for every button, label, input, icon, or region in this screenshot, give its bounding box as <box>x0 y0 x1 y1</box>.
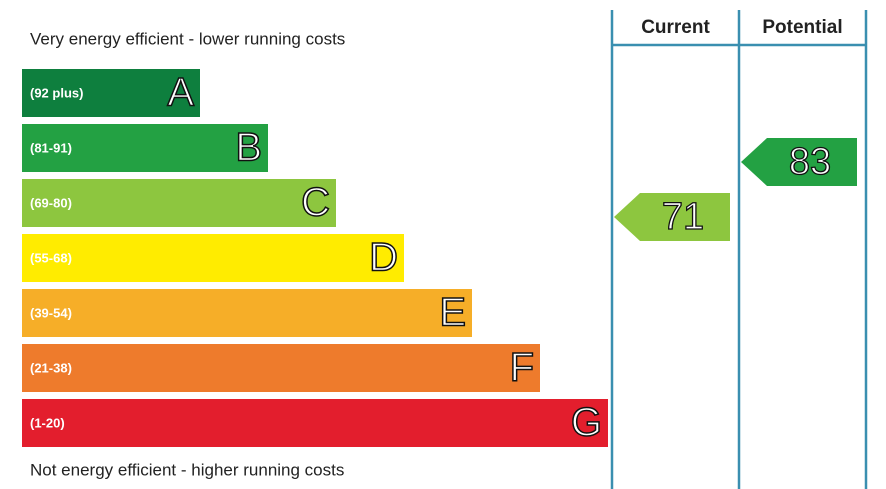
band-range: (55-68) <box>30 250 72 265</box>
rating-value: 83 <box>789 141 831 183</box>
column-header: Current <box>641 17 710 38</box>
band-letter: E <box>439 291 466 335</box>
band-letter: F <box>510 346 534 390</box>
band-bar <box>22 69 200 117</box>
band-bar <box>22 344 540 392</box>
band-letter: A <box>167 71 194 115</box>
band-range: (21-38) <box>30 360 72 375</box>
band-range: (92 plus) <box>30 85 83 100</box>
rating-arrow <box>614 193 730 241</box>
band-bar <box>22 179 336 227</box>
band-bar <box>22 399 608 447</box>
band-range: (69-80) <box>30 195 72 210</box>
band-range: (81-91) <box>30 140 72 155</box>
band-range: (39-54) <box>30 305 72 320</box>
band-letter: B <box>235 126 262 170</box>
band-letter: G <box>571 401 602 445</box>
rating-value: 71 <box>662 196 704 238</box>
band-letter: D <box>369 236 398 280</box>
band-bar <box>22 124 268 172</box>
band-bar <box>22 289 472 337</box>
band-range: (1-20) <box>30 415 65 430</box>
band-bar <box>22 234 404 282</box>
band-letter: C <box>301 181 330 225</box>
rating-arrow <box>741 138 857 186</box>
top-note: Very energy efficient - lower running co… <box>30 29 345 48</box>
column-header: Potential <box>762 17 842 38</box>
bottom-note: Not energy efficient - higher running co… <box>30 460 344 479</box>
